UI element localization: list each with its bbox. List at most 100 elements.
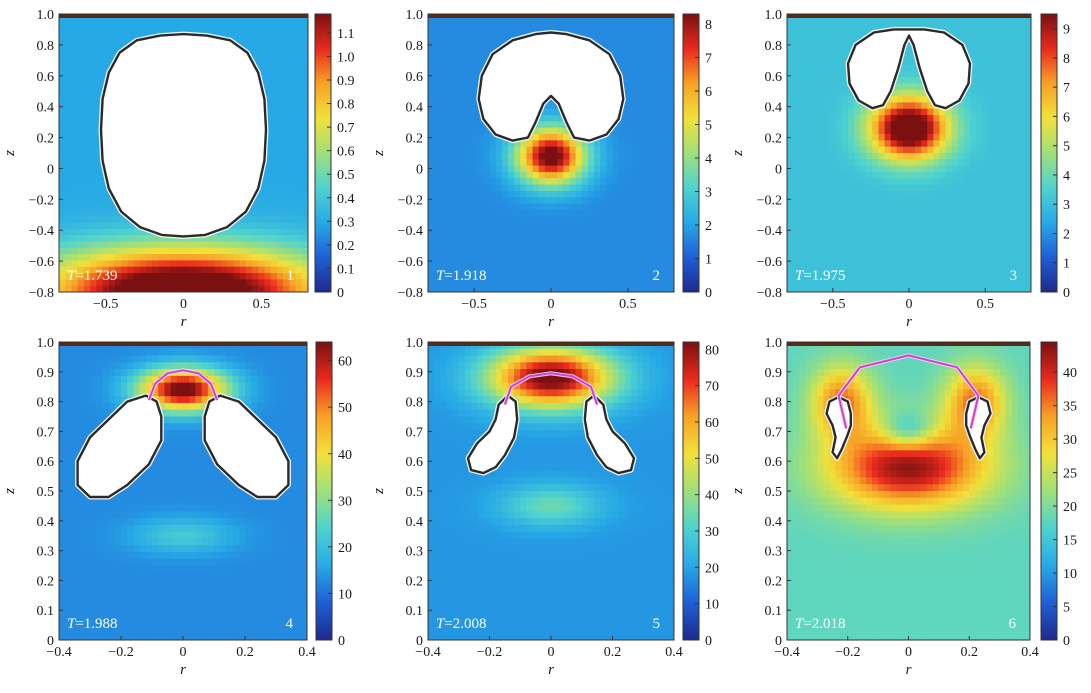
y-tick-label: −0.2 <box>757 193 782 208</box>
colorbar-tick-label: 20 <box>705 561 719 576</box>
colorbar-tick-label: 0.3 <box>337 215 355 230</box>
y-tick-label: 0.7 <box>765 425 783 440</box>
colorbar <box>682 13 700 293</box>
y-tick-label: 0.6 <box>406 70 424 85</box>
y-tick-label: 0.3 <box>37 545 55 560</box>
colorbar-tick-label: 0 <box>1063 286 1070 301</box>
wall-bar <box>428 342 674 346</box>
colorbar-tick-label: 6 <box>705 85 712 100</box>
colorbar-tick-label: 4 <box>705 152 712 167</box>
x-tick-label: 0 <box>548 297 555 312</box>
y-tick-label: −0.2 <box>398 193 423 208</box>
colorbar-tick-label: 80 <box>705 343 719 358</box>
colorbar-tick-label: 30 <box>705 525 719 540</box>
y-tick-label: 0 <box>416 634 423 649</box>
y-tick-label: 0.9 <box>37 366 55 381</box>
colorbar-tick-label: 1 <box>1063 257 1070 272</box>
colorbar-tick-label: 60 <box>338 355 352 370</box>
panel-number: 2 <box>653 268 661 284</box>
y-tick-label: 0.3 <box>765 545 783 560</box>
colorbar-tick-label: 3 <box>1063 198 1070 213</box>
y-tick-label: 0.8 <box>406 396 424 411</box>
x-tick-label: 0.5 <box>253 297 271 312</box>
y-tick-label: 1.0 <box>765 336 783 351</box>
colorbar-tick-label: 10 <box>1063 567 1077 582</box>
colorbar-tick-label: 4 <box>1063 169 1070 184</box>
colorbar-tick-label: 1.0 <box>337 50 355 65</box>
x-tick-label: 0 <box>906 297 913 312</box>
y-tick-label: 0.8 <box>37 39 55 54</box>
bubble-2 <box>466 394 519 475</box>
y-tick-label: −0.6 <box>757 255 782 270</box>
colorbar <box>314 13 332 293</box>
y-axis-label: z <box>2 150 18 157</box>
x-tick-label: 0.5 <box>619 297 637 312</box>
time-label: T=1.918 <box>436 268 487 284</box>
time-label: T=1.739 <box>67 268 118 284</box>
colorbar-tick-label: 15 <box>1063 534 1077 549</box>
y-tick-label: 0 <box>416 162 423 177</box>
panel-2: −0.5 0 0.5 −0.8 −0.6 −0.4 −0.2 0 0.2 0.4 0.6 0.8 1.0… <box>371 8 712 330</box>
x-tick-label: −0.2 <box>108 645 133 660</box>
y-tick-label: 0.4 <box>37 515 55 530</box>
colorbar-tick-label: 0.9 <box>337 74 355 89</box>
y-tick-label: −0.6 <box>29 255 54 270</box>
x-tick-label: 0.4 <box>665 645 683 660</box>
colorbar-tick-label: 0 <box>1063 634 1070 649</box>
panel-3: −0.5 0 0.5 −0.8 −0.6 −0.4 −0.2 0 0.2 0.4 0.6 0.8 1.0… <box>730 8 1070 330</box>
x-tick-label: 0.2 <box>961 645 979 660</box>
colorbar-tick-label: 7 <box>1063 81 1070 96</box>
colorbar-tick-label: 5 <box>1063 601 1070 616</box>
x-tick-label: −0.4 <box>46 645 71 660</box>
y-tick-label: 0.4 <box>406 101 424 116</box>
y-tick-label: 0.1 <box>765 604 783 619</box>
y-tick-label: 0.7 <box>406 425 424 440</box>
x-axis-label: r <box>180 662 186 678</box>
x-tick-label: −0.2 <box>835 645 860 660</box>
colorbar-tick-label: 0 <box>705 286 712 301</box>
membrane-arc <box>147 369 219 401</box>
y-tick-label: 0.2 <box>37 574 55 589</box>
panel-6: −0.4 −0.2 0 0.2 0.4 0 0.1 0.2 0.3 0.4 0.5 0.6 0.7 0.8… <box>730 336 1077 678</box>
colorbar-tick-label: 2 <box>705 219 712 234</box>
x-tick-label: −0.4 <box>774 645 799 660</box>
colorbar-tick-label: 5 <box>705 119 712 134</box>
y-tick-label: 0.2 <box>406 132 424 147</box>
panel-number: 1 <box>287 268 295 284</box>
x-tick-label: −0.4 <box>415 645 440 660</box>
y-tick-label: 0.4 <box>765 101 783 116</box>
colorbar-tick-label: 7 <box>705 52 712 67</box>
colorbar-tick-label: 0.4 <box>337 192 355 207</box>
x-tick-label: −0.5 <box>820 297 845 312</box>
colorbar-tick-label: 30 <box>1063 433 1077 448</box>
y-tick-label: 1.0 <box>406 8 424 23</box>
colorbar <box>315 341 333 641</box>
colorbar-tick-label: 0 <box>705 634 712 649</box>
y-tick-label: 0.8 <box>765 396 783 411</box>
y-tick-label: 0.6 <box>765 455 783 470</box>
bubble-1 <box>99 32 268 238</box>
x-tick-label: 0.4 <box>298 645 316 660</box>
y-tick-label: 0.2 <box>406 574 424 589</box>
membrane-arc <box>837 354 980 429</box>
y-tick-label: −0.4 <box>29 224 54 239</box>
colorbar-tick-label: 40 <box>705 489 719 504</box>
colorbar-tick-label: 0.7 <box>337 121 355 136</box>
x-tick-label: 0.2 <box>236 645 254 660</box>
wall-bar <box>59 14 308 18</box>
panel-number: 3 <box>1010 268 1018 284</box>
x-tick-label: −0.5 <box>461 297 486 312</box>
y-tick-label: 0.7 <box>37 425 55 440</box>
y-tick-label: 0.4 <box>765 515 783 530</box>
x-tick-label: 0.5 <box>977 297 995 312</box>
x-tick-label: −0.2 <box>477 645 502 660</box>
colorbar-tick-label: 10 <box>705 598 719 613</box>
bubble-1 <box>846 28 972 110</box>
panel-number: 4 <box>286 616 294 632</box>
field-map <box>428 342 674 640</box>
y-tick-label: 1.0 <box>37 336 55 351</box>
colorbar-tick-label: 8 <box>705 18 712 33</box>
y-tick-label: 0 <box>47 162 54 177</box>
y-tick-label: −0.2 <box>29 193 54 208</box>
y-tick-label: 0.1 <box>406 604 424 619</box>
